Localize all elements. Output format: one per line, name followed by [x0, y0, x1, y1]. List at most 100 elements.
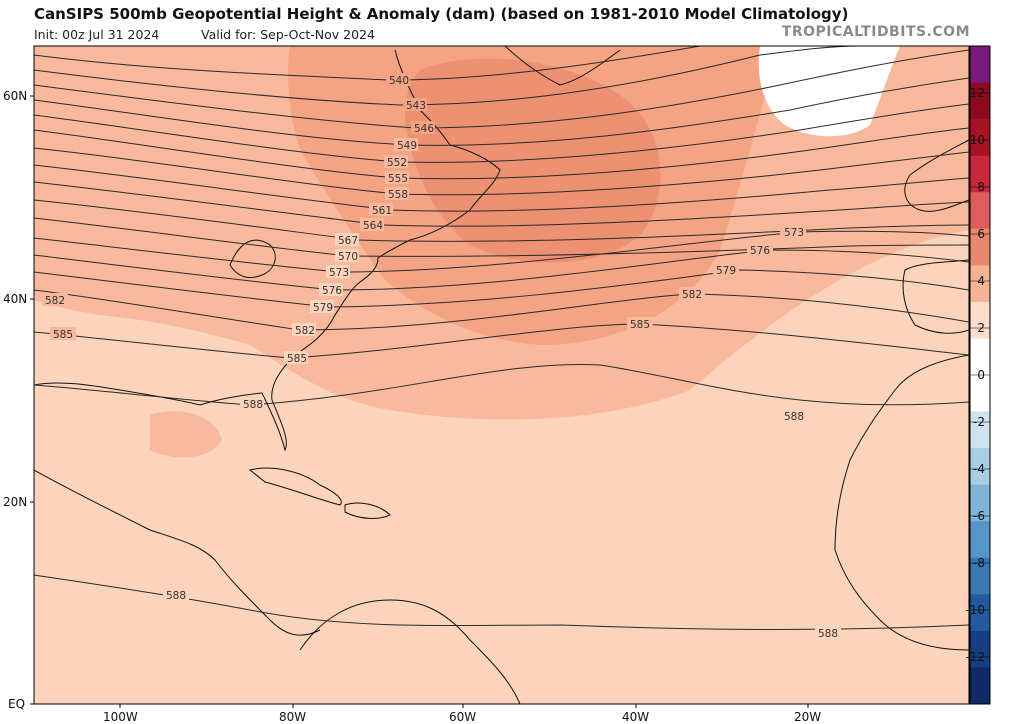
colorbar-segment — [970, 594, 990, 632]
colorbar-segment — [970, 301, 990, 339]
contour-label-bg — [384, 155, 408, 168]
contour-573 — [34, 230, 969, 273]
valid-period: Valid for: Sep-Oct-Nov 2024 — [201, 27, 375, 42]
coastlines — [34, 46, 969, 704]
anomaly-region-neutral — [758, 46, 900, 137]
contour-label-582-east: 582 — [682, 289, 702, 301]
contour-label-bg — [394, 138, 418, 151]
coast-south-america — [299, 599, 521, 704]
contour-585 — [34, 323, 969, 359]
colorbar: 12 10 8 6 4 2 0 -2 -4 -6 -8 -10 -12 — [965, 45, 991, 705]
coast-north-america — [34, 49, 501, 452]
contour-label-bg — [386, 73, 410, 86]
colorbar-segment — [970, 484, 990, 522]
colorbar-label: 4 — [977, 274, 985, 288]
colorbar-segment — [970, 265, 990, 303]
coast-iberia — [902, 259, 969, 334]
contour-label-582: 582 — [295, 325, 315, 337]
lat-label-60n: 60N — [3, 89, 27, 103]
colorbar-label: 8 — [977, 180, 985, 194]
contour-561 — [34, 164, 969, 212]
contour-label-bg — [713, 263, 739, 276]
contour-label-bg — [42, 293, 68, 306]
colorbar-segment — [970, 557, 990, 595]
contour-564 — [34, 181, 969, 227]
colorbar-label: 0 — [977, 368, 985, 382]
coast-africa — [834, 354, 969, 651]
colorbar-label: -2 — [973, 415, 985, 429]
colorbar-label: 10 — [970, 133, 985, 147]
anomaly-region-4 — [405, 58, 661, 263]
contour-label-558: 558 — [388, 189, 408, 201]
colorbar-segment — [970, 82, 990, 120]
contour-label-bg — [403, 98, 427, 111]
contour-label-573-east: 573 — [784, 227, 804, 239]
contour-label-570: 570 — [338, 251, 358, 263]
contour-label-bg — [815, 626, 841, 639]
contour-label-bg — [747, 243, 773, 256]
contour-546 — [34, 49, 969, 129]
anomaly-region-2-gulf — [150, 411, 222, 458]
contour-label-bg — [319, 283, 343, 296]
colorbar-label: -12 — [965, 650, 985, 664]
contour-label-bg — [679, 287, 705, 300]
contour-570 — [34, 217, 969, 257]
contour-label-585: 585 — [287, 353, 307, 365]
colorbar-segment — [970, 630, 990, 668]
coast-great-lakes — [229, 239, 276, 278]
lat-label-20n: 20N — [3, 495, 27, 509]
contour-582 — [34, 289, 969, 331]
colorbar-segment — [970, 192, 990, 230]
contour-552 — [34, 103, 969, 163]
contour-label-bg — [163, 588, 189, 601]
contour-labels: 540 543 546 549 552 555 558 561 564 567 … — [42, 73, 841, 640]
colorbar-label: 12 — [970, 86, 985, 100]
contour-label-567: 567 — [338, 235, 358, 247]
contour-label-585-east: 585 — [630, 319, 650, 331]
contour-label-561: 561 — [372, 205, 392, 217]
contour-576 — [34, 249, 969, 291]
contour-label-bg — [411, 121, 435, 134]
contour-588-north — [34, 364, 969, 406]
lon-label-100w: 100W — [103, 710, 138, 724]
colorbar-segment — [970, 119, 990, 157]
anomaly-shading — [34, 46, 969, 458]
contour-label-579: 579 — [313, 302, 333, 314]
contour-label-582-west: 582 — [45, 295, 65, 307]
coast-greenland — [504, 46, 621, 86]
colorbar-segment — [970, 375, 990, 413]
contour-label-bg — [240, 397, 264, 410]
contour-label-bg — [627, 317, 653, 330]
contour-label-579-east: 579 — [716, 265, 736, 277]
colorbar-segment — [970, 338, 990, 376]
contour-label-bg — [50, 327, 76, 340]
contour-label-573: 573 — [329, 267, 349, 279]
contour-588-south — [34, 574, 969, 631]
colorbar-segment — [970, 155, 990, 193]
colorbar-segment — [970, 228, 990, 266]
colorbar-segment — [970, 448, 990, 486]
contour-label-bg — [326, 265, 350, 278]
contour-label-564: 564 — [363, 220, 383, 232]
coast-cuba — [248, 467, 342, 506]
contour-558 — [34, 147, 969, 196]
height-contours — [34, 46, 969, 631]
lon-label-40w: 40W — [622, 710, 649, 724]
contour-label-588: 588 — [243, 399, 263, 411]
contour-label-bg — [385, 171, 409, 184]
contour-label-585-west: 585 — [53, 329, 73, 341]
init-time: Init: 00z Jul 31 2024 — [34, 27, 160, 42]
contour-label-576-east: 576 — [750, 245, 770, 257]
contour-label-540: 540 — [389, 75, 409, 87]
colorbar-label: -4 — [973, 462, 985, 476]
colorbar-label: 6 — [977, 227, 985, 241]
map-frame — [33, 45, 970, 705]
colorbar-segment — [970, 667, 990, 705]
contour-555 — [34, 127, 969, 180]
contour-label-bg — [781, 409, 807, 422]
contour-label-588-south-west: 588 — [166, 590, 186, 602]
contour-label-bg — [310, 300, 334, 313]
colorbar-label: 2 — [977, 321, 985, 335]
coast-central-america — [34, 469, 321, 636]
